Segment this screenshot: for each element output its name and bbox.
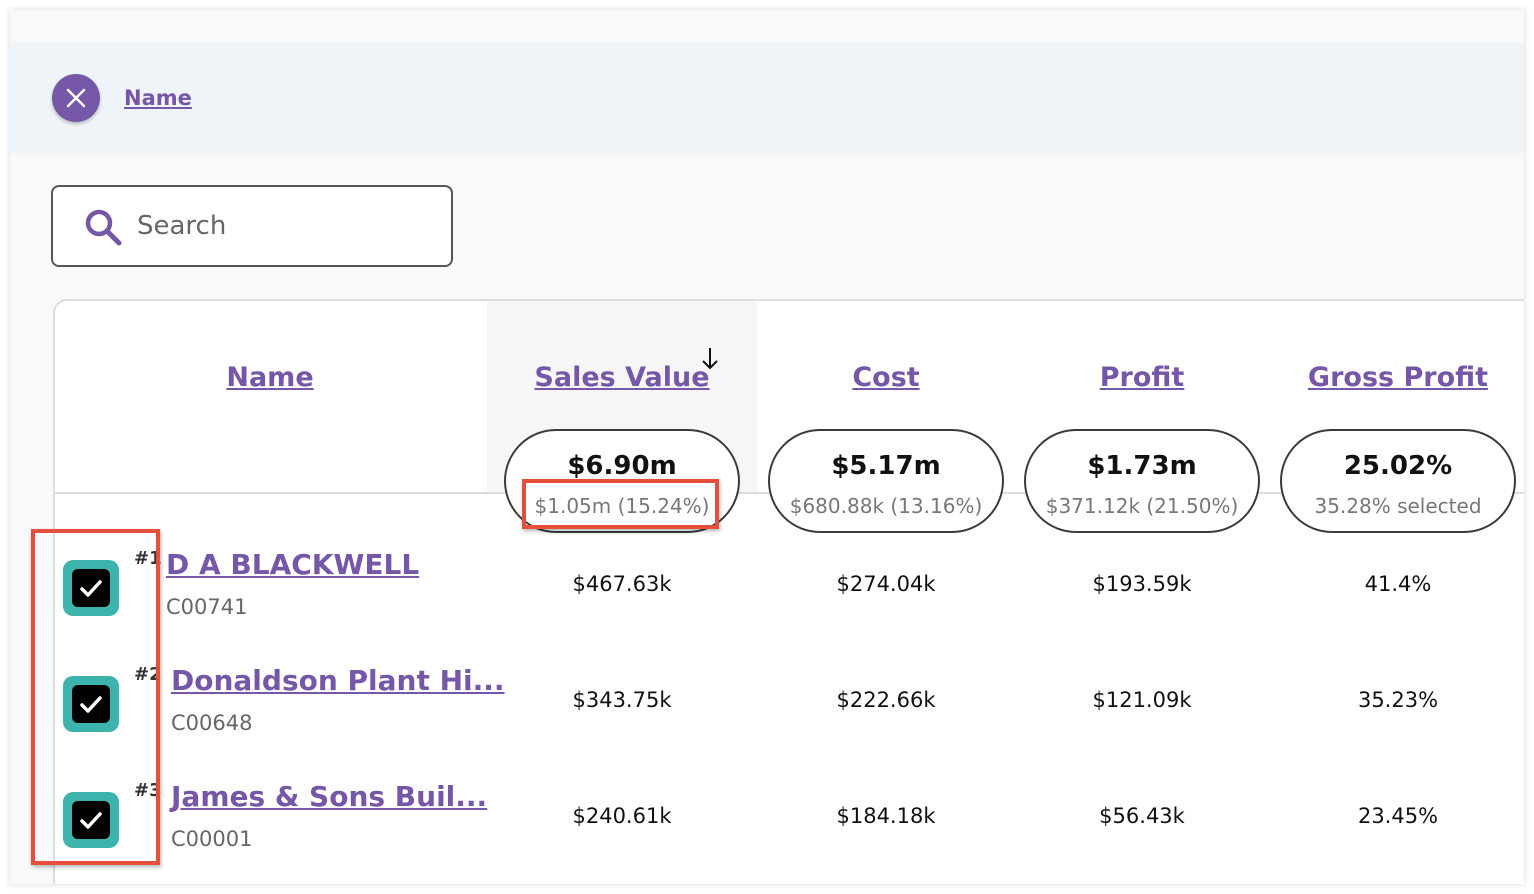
- column-header[interactable]: Sales Value: [534, 362, 710, 393]
- row-name[interactable]: Donaldson Plant Hi...: [171, 664, 505, 697]
- column-header[interactable]: Cost: [852, 362, 920, 393]
- row-rank: #3: [134, 780, 162, 801]
- row-cell: $467.63k: [572, 572, 672, 596]
- search-icon: [85, 209, 122, 246]
- summary-total: 25.02%: [1343, 451, 1453, 481]
- summary-total: $1.73m: [1087, 451, 1197, 481]
- search-box[interactable]: Search: [51, 185, 453, 267]
- summary-total: $6.90m: [567, 451, 677, 481]
- row-cell: $56.43k: [1099, 804, 1185, 828]
- row-cell: $343.75k: [572, 688, 672, 712]
- row-code: C00001: [171, 827, 253, 851]
- checkbox-fill: [72, 569, 110, 607]
- row-checkbox[interactable]: [63, 792, 119, 848]
- row-checkbox[interactable]: [63, 676, 119, 732]
- filter-link[interactable]: Name: [124, 86, 192, 110]
- sort-arrow: [702, 348, 718, 370]
- summary-detail: $1.05m (15.24%): [534, 494, 710, 518]
- search-placeholder: Search: [137, 211, 227, 241]
- row-name[interactable]: D A BLACKWELL: [166, 548, 420, 581]
- column-header[interactable]: Name: [226, 362, 314, 393]
- table-card: [53, 299, 1524, 884]
- row-cell: 41.4%: [1364, 572, 1432, 596]
- column-header[interactable]: Gross Profit: [1307, 362, 1489, 393]
- check-icon: [80, 812, 102, 829]
- row-checkbox[interactable]: [63, 560, 119, 616]
- filter-bar: [10, 42, 1524, 153]
- check-icon: [80, 580, 102, 597]
- row-name[interactable]: James & Sons Buil...: [171, 780, 488, 813]
- row-cell: $121.09k: [1092, 688, 1192, 712]
- summary-total: $5.17m: [831, 451, 941, 481]
- row-cell: $193.59k: [1092, 572, 1192, 596]
- annotation-box: [31, 529, 160, 865]
- column-header[interactable]: Profit: [1099, 362, 1185, 393]
- row-cell: $274.04k: [836, 572, 936, 596]
- summary-pill: 25.02% 35.28% selected: [1280, 429, 1516, 533]
- checkbox-fill: [72, 685, 110, 723]
- checkbox-fill: [72, 801, 110, 839]
- row-rank: #1: [134, 548, 162, 569]
- remove-filter-button[interactable]: [52, 74, 100, 122]
- row-cell: $222.66k: [836, 688, 936, 712]
- row-cell: $184.18k: [836, 804, 936, 828]
- close-icon: [66, 88, 86, 108]
- summary-detail: $680.88k (13.16%): [789, 494, 983, 518]
- row-cell: $240.61k: [572, 804, 672, 828]
- row-code: C00648: [171, 711, 253, 735]
- check-icon: [80, 696, 102, 713]
- row-cell: 23.45%: [1357, 804, 1439, 828]
- row-rank: #2: [134, 664, 162, 685]
- summary-detail: $371.12k (21.50%): [1045, 494, 1239, 518]
- row-code: C00741: [166, 595, 248, 619]
- summary-pill: $1.73m $371.12k (21.50%): [1024, 429, 1260, 533]
- annotation-box: [522, 479, 719, 529]
- summary-detail: 35.28% selected: [1314, 494, 1482, 518]
- app-frame: Name Search Name Sales Value Cost Profit Gro…: [10, 10, 1524, 884]
- row-cell: 35.23%: [1357, 688, 1439, 712]
- summary-pill: $5.17m $680.88k (13.16%): [768, 429, 1004, 533]
